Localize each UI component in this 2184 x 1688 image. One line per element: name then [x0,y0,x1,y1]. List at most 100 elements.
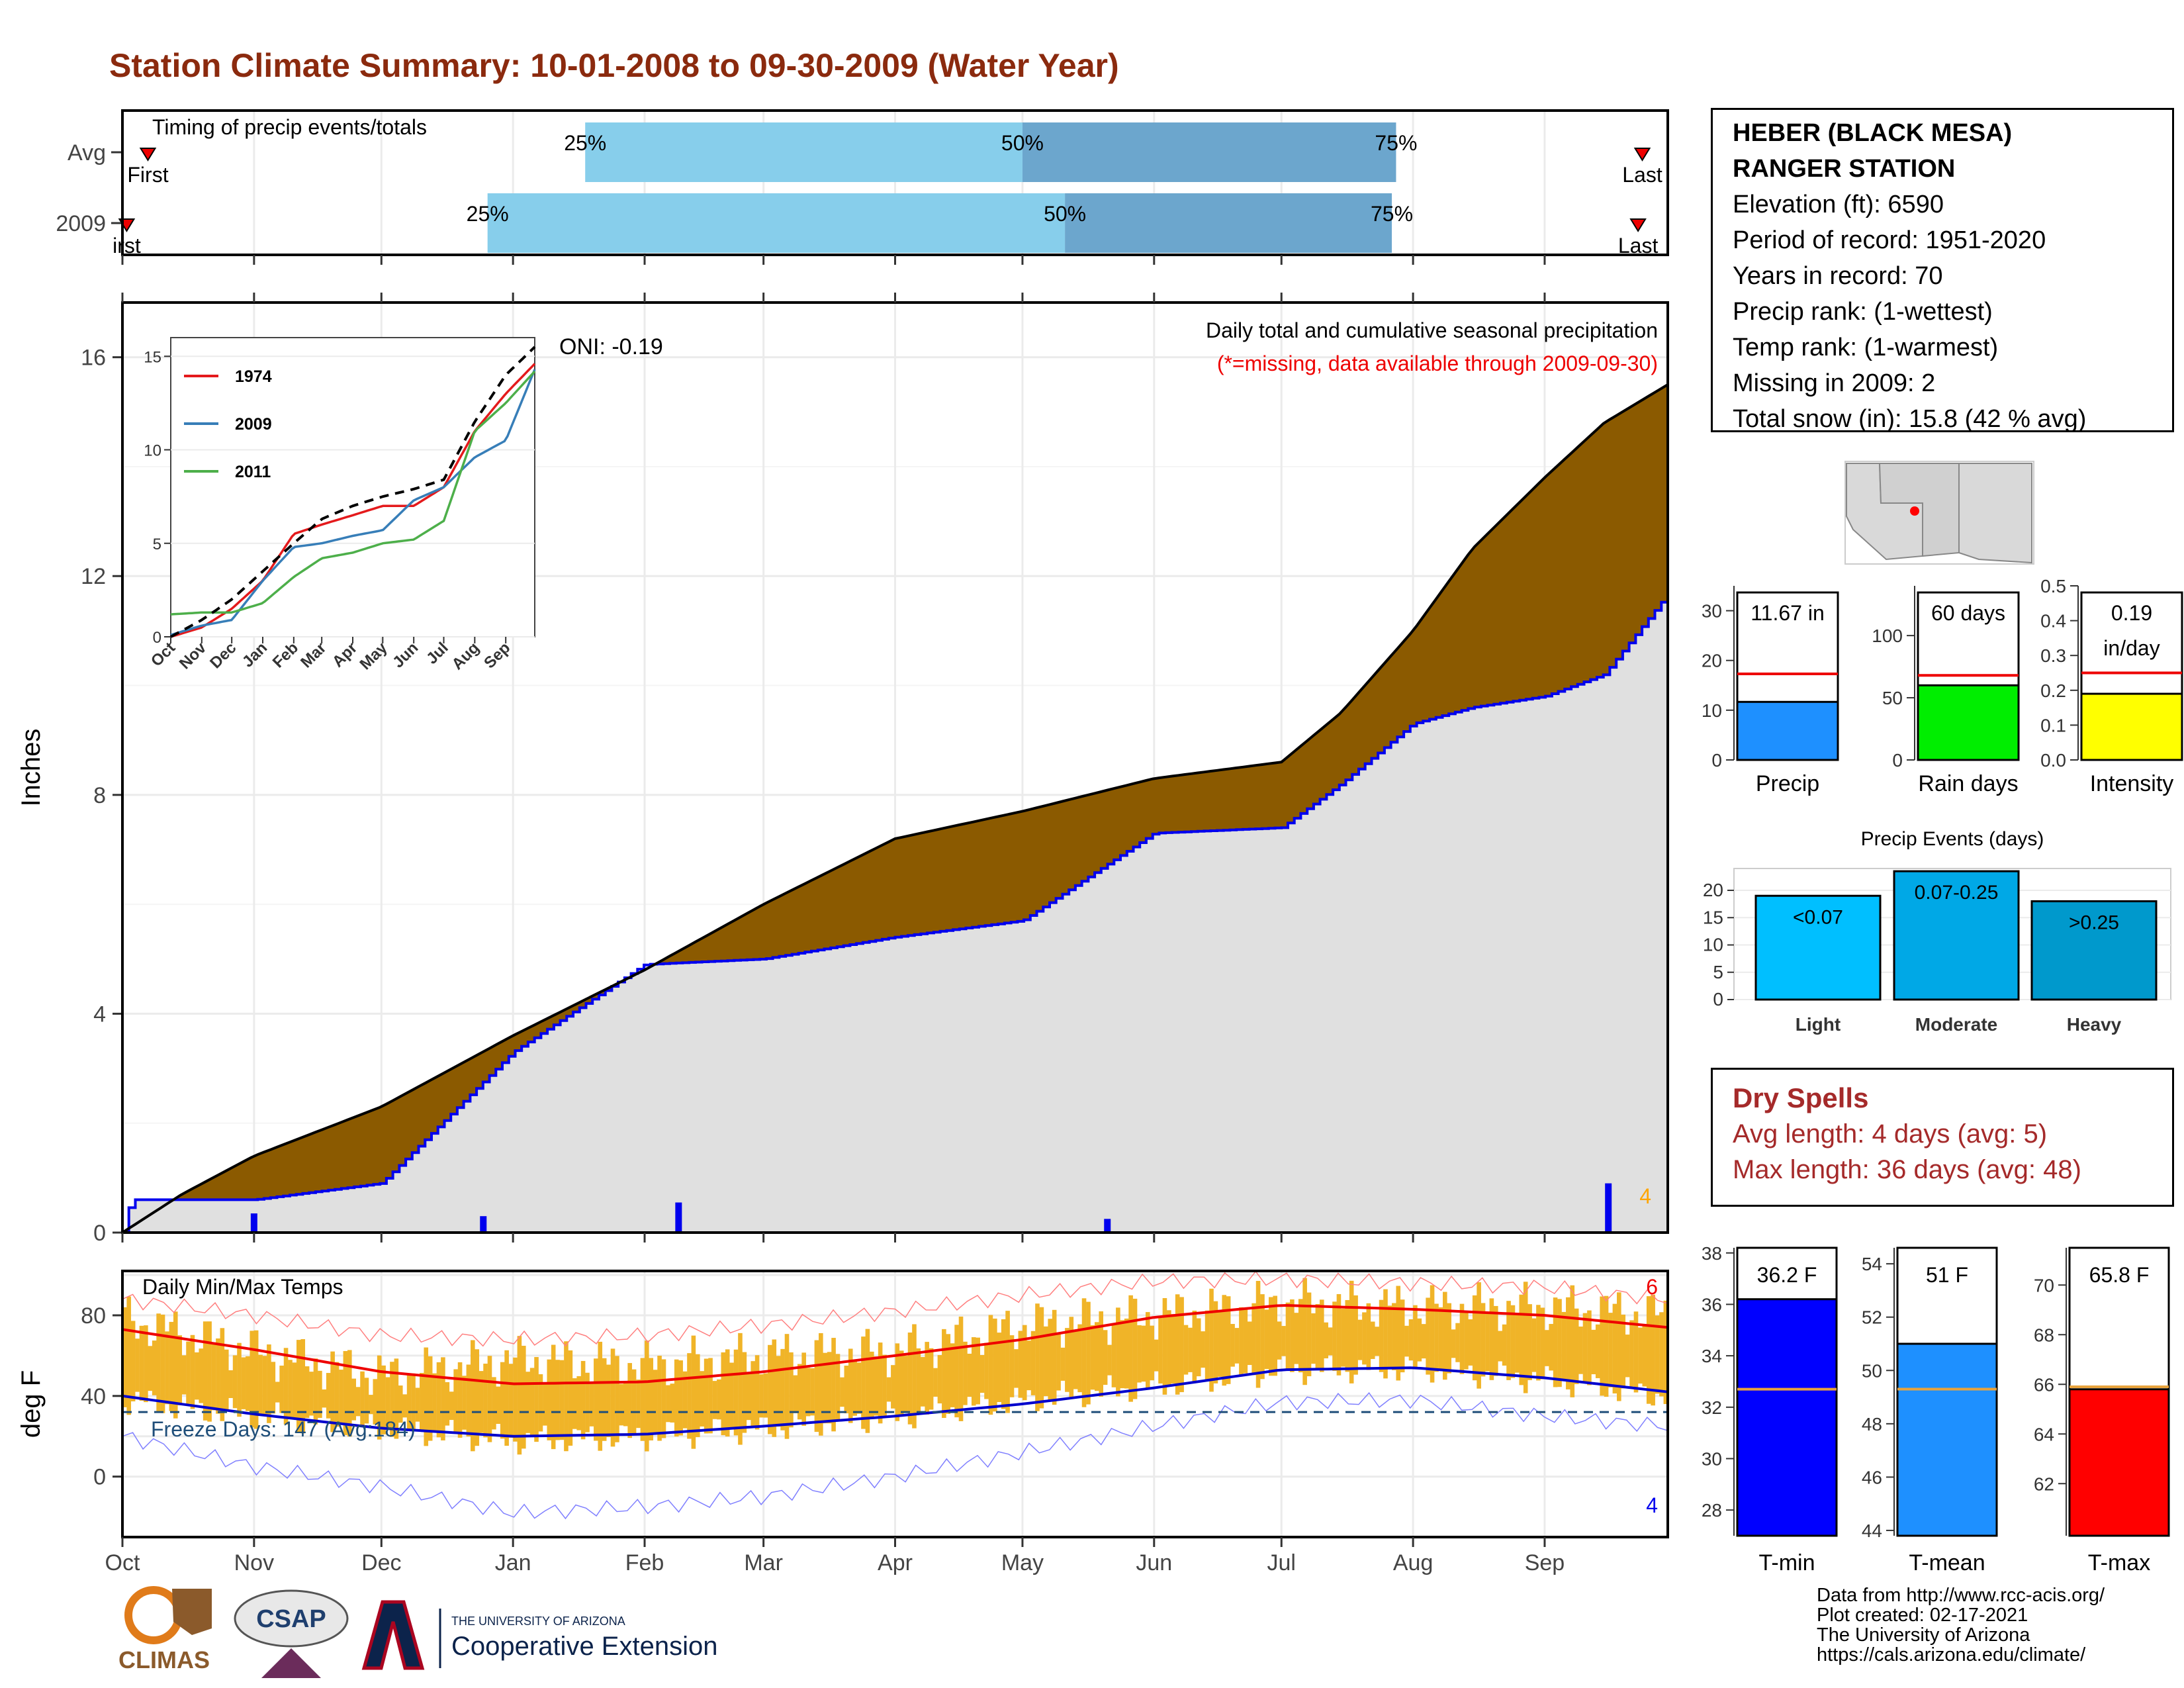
inset-series-2011 [170,370,536,616]
daily-temp-bar [529,1368,535,1436]
daily-temp-bar [1192,1310,1197,1382]
daily-temp-bar [979,1354,985,1393]
daily-temp-bar [424,1347,429,1446]
daily-temp-bar [1438,1307,1443,1370]
daily-temp-bar [649,1358,654,1440]
summary-tick: 0.4 [2040,611,2066,632]
csap-cloud-icon [234,1589,349,1648]
daily-temp-bar [657,1355,662,1441]
daily-temp-bar [500,1362,505,1439]
missing-days: Missing in 2009: 2 [1733,369,1936,397]
daily-temp-bar [1655,1315,1660,1394]
daily-temp-bar [1273,1295,1278,1376]
daily-temp-bar [636,1380,641,1429]
daily-temp-bar [126,1296,132,1415]
daily-temp-bar [1319,1299,1324,1372]
daily-temp-bar [1443,1291,1447,1380]
dry-spells-title: Dry Spells [1733,1082,1869,1113]
daily-temp-bar [721,1352,726,1436]
daily-temp-bar [772,1339,777,1437]
month-label: Jul [1267,1550,1296,1575]
daily-temp-bar [1171,1314,1176,1383]
events-tick: 20 [1703,880,1723,900]
daily-temp-bar [946,1334,951,1414]
credit-line: Plot created: 02-17-2021 [1817,1605,2028,1626]
dry-spells-avg: Avg length: 4 days (avg: 5) [1733,1119,2048,1149]
timing-label-75: 75% [1371,202,1413,226]
timing-title: Timing of precip events/totals [152,115,427,139]
summary-tick: 100 [1872,626,1903,646]
credit-line: The University of Arizona [1817,1624,2030,1646]
daily-temp-bar [1285,1302,1291,1370]
daily-temp-bar [216,1338,220,1414]
daily-temp-bar [275,1382,280,1403]
daily-temp-bar [279,1365,284,1413]
temp-bar-label: T-mean [1909,1550,1985,1575]
y-tick-label: 80 [81,1303,106,1329]
temp-bar-t-min [1736,1298,1838,1537]
daily-temp-bar [296,1340,301,1432]
credits: Data from http://www.rcc-acis.org/ Plot … [1817,1585,2105,1665]
daily-temp-bar [1251,1303,1256,1376]
daily-temp-bar [674,1359,679,1437]
daily-temp-bar [1477,1282,1481,1389]
temp-tick: 70 [2034,1275,2054,1295]
daily-temp-bar [360,1371,365,1427]
daily-temp-bar [487,1356,492,1442]
daily-temp-bar [1158,1317,1163,1384]
daily-temp-bar [1332,1301,1337,1371]
daily-temp-bar [780,1348,785,1430]
daily-temp-bar [1255,1281,1261,1388]
daily-temp-bar [207,1321,212,1422]
record-min-line [122,1392,1668,1520]
daily-temp-bar [912,1324,917,1429]
ua-small-text: THE UNIVERSITY OF ARIZONA [451,1615,625,1628]
precip-title: Daily total and cumulative seasonal prec… [1206,318,1658,342]
daily-temp-bar [475,1349,480,1446]
daily-temp-bar [942,1329,946,1419]
daily-temp-bar [789,1352,794,1428]
summary-label: Rain days [1918,771,2018,796]
daily-temp-bar [725,1349,730,1437]
extreme-count: 4 [1639,1184,1651,1208]
daily-temp-bar [347,1350,352,1437]
daily-temp-bar [543,1383,547,1426]
daily-temp-bar [449,1391,454,1421]
dry-spells-max: Max length: 36 days (avg: 48) [1733,1155,2081,1184]
csap-logo-text: CSAP [256,1605,326,1633]
daily-temp-bar [445,1382,450,1426]
daily-temp-bar [224,1349,229,1410]
summary-value: 0.19 [2111,601,2152,625]
daily-precip-bar [1605,1183,1612,1233]
daily-temp-bar [1489,1298,1494,1380]
daily-temp-bar [377,1355,382,1440]
daily-temp-bar [1234,1328,1240,1364]
daily-temp-bar [492,1377,496,1430]
daily-temp-bar [797,1364,802,1420]
daily-temp-bar [733,1349,739,1436]
daily-temp-bar [1120,1320,1125,1389]
temp-tick: 32 [1702,1397,1722,1418]
daily-temp-bar [1018,1331,1023,1398]
daily-temp-bar [572,1378,577,1429]
daily-temp-bar [1124,1318,1129,1389]
daily-temp-bar [339,1370,343,1423]
daily-temp-bar [521,1346,526,1449]
daily-temp-bar [1417,1318,1422,1362]
events-bar-label: Heavy [2067,1014,2122,1035]
daily-temp-bar [751,1361,755,1427]
daily-temp-bar [246,1356,250,1411]
daily-temp-bar [1519,1294,1524,1385]
events-tick: 10 [1703,935,1723,955]
summary-tick: 30 [1702,601,1722,622]
summary-value-unit: in/day [2103,636,2160,660]
summary-tick: 0.5 [2040,576,2066,596]
daily-temp-bar [1426,1297,1430,1375]
summary-tick: 0.0 [2040,750,2066,771]
locator-map [1844,461,2034,565]
events-bar-value: >0.25 [2069,912,2119,934]
daily-temp-bar [415,1387,420,1422]
daily-temp-bar [1243,1309,1248,1374]
y-tick-label: 16 [81,346,106,371]
